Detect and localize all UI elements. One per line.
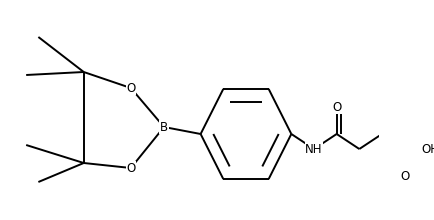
- Text: OH: OH: [422, 143, 434, 156]
- Text: O: O: [400, 169, 409, 183]
- Text: O: O: [332, 101, 341, 114]
- Text: O: O: [126, 161, 135, 174]
- Text: NH: NH: [305, 143, 323, 156]
- Text: O: O: [126, 81, 135, 95]
- Text: B: B: [160, 121, 168, 134]
